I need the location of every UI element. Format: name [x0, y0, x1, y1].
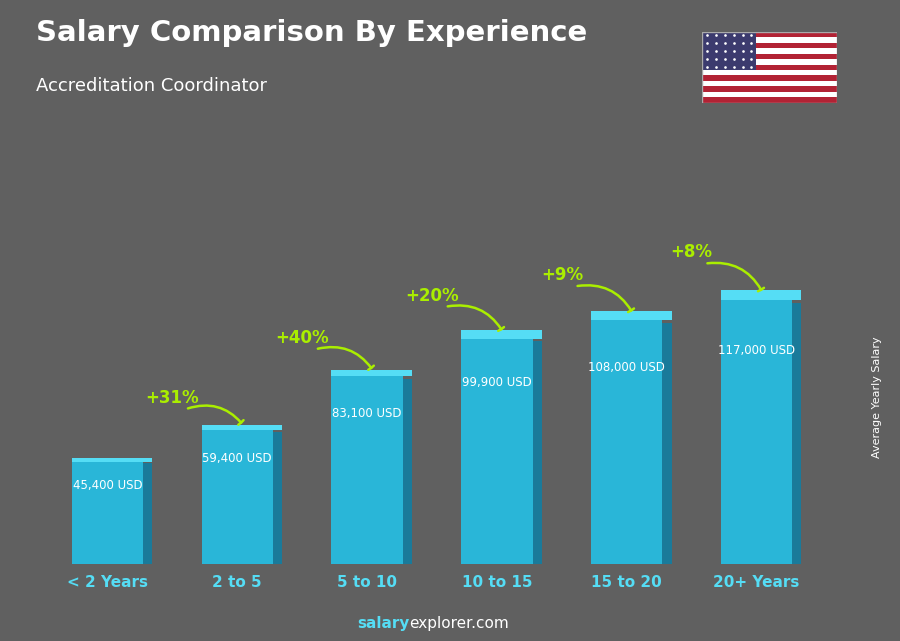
Bar	[72, 458, 152, 462]
Text: 108,000 USD: 108,000 USD	[589, 360, 665, 374]
Bar	[702, 65, 837, 70]
Bar	[143, 463, 152, 564]
Bar	[702, 59, 837, 65]
Bar	[662, 323, 671, 564]
Bar	[591, 312, 671, 320]
Bar	[202, 425, 282, 430]
Bar	[721, 290, 801, 300]
Bar	[331, 370, 412, 376]
Bar	[403, 379, 412, 564]
Text: explorer.com: explorer.com	[410, 617, 509, 631]
Bar	[792, 303, 801, 564]
Text: +31%: +31%	[146, 389, 199, 407]
Text: 83,100 USD: 83,100 USD	[332, 408, 401, 420]
Bar	[273, 431, 282, 564]
Bar	[461, 330, 542, 338]
Text: Average Yearly Salary: Average Yearly Salary	[872, 337, 883, 458]
Text: +8%: +8%	[670, 244, 713, 262]
Bar	[702, 97, 837, 103]
Bar	[702, 70, 837, 76]
Text: 45,400 USD: 45,400 USD	[73, 478, 142, 492]
Text: Accreditation Coordinator: Accreditation Coordinator	[36, 77, 267, 95]
Bar	[721, 295, 792, 564]
Bar	[702, 48, 837, 54]
Bar	[702, 32, 756, 70]
Bar	[533, 341, 542, 564]
Bar	[702, 76, 837, 81]
Bar	[702, 87, 837, 92]
Bar	[591, 316, 662, 564]
Text: +40%: +40%	[275, 329, 329, 347]
Text: +9%: +9%	[541, 266, 583, 284]
Text: +20%: +20%	[405, 287, 459, 304]
Bar	[461, 335, 533, 564]
Bar	[702, 54, 837, 59]
Bar	[72, 460, 143, 564]
Text: 117,000 USD: 117,000 USD	[718, 344, 796, 356]
Bar	[702, 81, 837, 87]
Text: salary: salary	[357, 617, 410, 631]
Text: Salary Comparison By Experience: Salary Comparison By Experience	[36, 19, 587, 47]
Text: 59,400 USD: 59,400 USD	[202, 452, 272, 465]
Bar	[702, 37, 837, 43]
Text: 99,900 USD: 99,900 USD	[462, 376, 532, 389]
Bar	[702, 32, 837, 37]
Bar	[202, 428, 273, 564]
Bar	[331, 373, 403, 564]
Bar	[702, 92, 837, 97]
Bar	[702, 43, 837, 48]
